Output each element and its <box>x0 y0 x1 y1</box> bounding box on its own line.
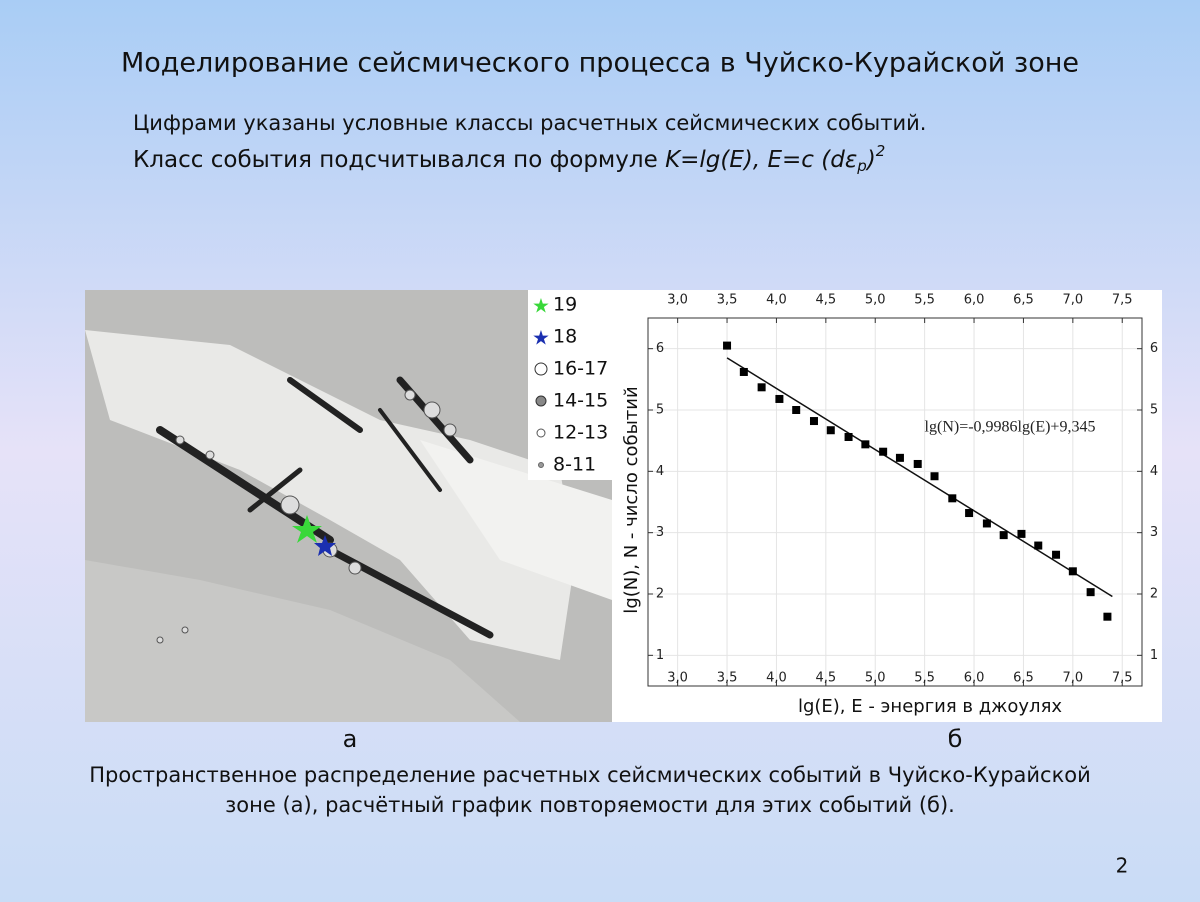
x-tick-label: 3,0 <box>667 671 688 686</box>
legend-symbol <box>538 462 544 468</box>
caption: Пространственное распределение расчетных… <box>89 763 1091 787</box>
x-tick-label: 5,5 <box>914 671 935 686</box>
caption: зоне (а), расчётный график повторяемости… <box>225 793 955 817</box>
point <box>1103 612 1112 621</box>
legend-symbol <box>535 395 547 407</box>
legend-label: 8-11 <box>553 454 596 476</box>
x-tick-label: 7,0 <box>1062 671 1083 686</box>
y-right-tick-label: 2 <box>1150 587 1158 602</box>
point <box>775 394 784 403</box>
page-number: 2 <box>1116 854 1129 878</box>
point <box>723 341 732 350</box>
y-right-tick-label: 3 <box>1150 525 1158 540</box>
point <box>895 453 904 462</box>
annotation: lg(N)=-0,9986lg(E)+9,345 <box>925 419 1096 436</box>
point <box>739 367 748 376</box>
x-tick-label: 4,5 <box>815 671 836 686</box>
map-legend: ★ 19★ 18 16-17 14-15 12-13 8-11 <box>532 294 608 476</box>
point <box>1017 529 1026 538</box>
subtitle-formula: Класс события подсчитывался по формуле K… <box>133 142 885 175</box>
map <box>85 290 612 722</box>
formula-sub: p <box>856 157 867 175</box>
point <box>826 426 835 435</box>
x-tick-label: 5,0 <box>865 671 886 686</box>
y-tick-label: 3 <box>656 525 664 540</box>
x-top-tick-label: 6,0 <box>964 293 985 308</box>
point <box>913 459 922 468</box>
point <box>861 440 870 449</box>
y-tick-label: 1 <box>656 648 664 663</box>
point <box>879 447 888 456</box>
x-top-tick-label: 4,0 <box>766 293 787 308</box>
formula: K=lg(E), E=c (dε <box>665 147 857 173</box>
formula-close: ) <box>865 147 876 173</box>
point <box>844 432 853 441</box>
x-top-tick-label: 4,5 <box>815 293 836 308</box>
y-axis-label: lg(N), N - число событий <box>621 386 642 613</box>
x-top-tick-label: 7,0 <box>1062 293 1083 308</box>
point <box>1068 567 1077 576</box>
formula-text: Класс события подсчитывался по формуле <box>133 147 665 173</box>
formula-sup: 2 <box>876 142 886 160</box>
chart: 3,0 3,0 3,5 3,5 4,0 4,0 4,5 4,5 5,0 5,0 5,5 5,5 6,0 6… <box>621 293 1158 718</box>
point <box>1052 550 1061 559</box>
y-tick-label: 5 <box>656 403 664 418</box>
x-top-tick-label: 7,5 <box>1112 293 1133 308</box>
chart-panel <box>612 290 1162 722</box>
x-tick-label: 7,5 <box>1112 671 1133 686</box>
point <box>982 519 991 528</box>
point <box>1086 588 1095 597</box>
legend-symbol: ★ <box>532 294 550 318</box>
point <box>792 406 801 414</box>
legend-label: 14-15 <box>553 390 608 412</box>
slide-title: Моделирование сейсмического процесса в Ч… <box>121 48 1079 79</box>
x-tick-label: 6,0 <box>964 671 985 686</box>
legend-label: 18 <box>553 326 577 348</box>
point <box>1034 541 1043 550</box>
y-right-tick-label: 4 <box>1150 464 1158 479</box>
legend-symbol <box>536 428 546 438</box>
point <box>948 494 957 503</box>
x-top-tick-label: 5,0 <box>865 293 886 308</box>
x-axis-label: lg(E), E - энергия в джоулях <box>798 696 1062 717</box>
x-top-tick-label: 5,5 <box>914 293 935 308</box>
y-right-tick-label: 6 <box>1150 341 1158 356</box>
point <box>809 417 818 426</box>
subtitle: Цифрами указаны условные классы расчетны… <box>133 111 926 135</box>
y-tick-label: 4 <box>656 464 664 479</box>
point <box>757 383 766 392</box>
x-tick-label: 4,0 <box>766 671 787 686</box>
legend-symbol <box>534 362 548 376</box>
legend-label: 19 <box>553 294 577 316</box>
point <box>999 531 1008 540</box>
panel-label: б <box>948 725 963 753</box>
x-tick-label: 3,5 <box>717 671 738 686</box>
point <box>930 472 939 481</box>
x-top-tick-label: 6,5 <box>1013 293 1034 308</box>
legend-label: 12-13 <box>553 422 608 444</box>
fit-line <box>726 357 1113 598</box>
panel-label: а <box>343 725 358 753</box>
legend-symbol: ★ <box>532 326 550 350</box>
y-tick-label: 2 <box>656 587 664 602</box>
point <box>965 509 974 518</box>
y-right-tick-label: 5 <box>1150 403 1158 418</box>
y-tick-label: 6 <box>656 341 664 356</box>
x-top-tick-label: 3,0 <box>667 293 688 308</box>
legend-label: 16-17 <box>553 358 608 380</box>
y-right-tick-label: 1 <box>1150 648 1158 663</box>
x-top-tick-label: 3,5 <box>717 293 738 308</box>
plot-frame <box>647 317 1143 687</box>
x-tick-label: 6,5 <box>1013 671 1034 686</box>
